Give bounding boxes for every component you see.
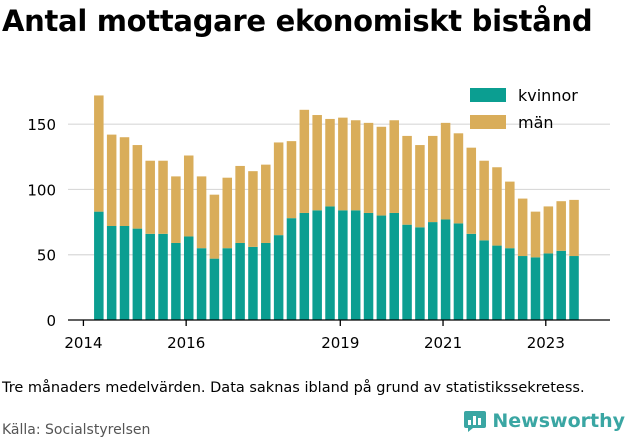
bar-kvinnor	[183, 236, 194, 320]
bar-kvinnor	[338, 210, 348, 320]
bar-man	[363, 122, 374, 213]
bar-man	[158, 160, 168, 234]
bar-kvinnor	[350, 210, 361, 320]
bar-man	[196, 176, 207, 249]
bar-kvinnor	[543, 253, 554, 320]
bar-kvinnor	[248, 246, 258, 320]
bar-man	[261, 164, 271, 243]
bar-man	[312, 115, 322, 211]
bar-man	[530, 211, 541, 258]
bar-man	[132, 145, 143, 229]
bar-kvinnor	[145, 233, 155, 320]
y-tick-label: 50	[37, 247, 56, 265]
bar-kvinnor	[402, 224, 412, 320]
y-tick-label: 150	[27, 116, 56, 134]
bar-kvinnor	[530, 257, 541, 320]
bar-man	[569, 199, 579, 257]
bar-man	[235, 165, 245, 243]
bar-man	[479, 160, 489, 241]
bar-kvinnor	[273, 235, 284, 320]
bar-man	[106, 134, 117, 226]
chart-footnote: Tre månaders medelvärden. Data saknas ib…	[2, 380, 585, 396]
bar-kvinnor	[209, 258, 220, 320]
bar-man	[517, 198, 528, 257]
bar-man	[171, 176, 181, 243]
chart-title: Antal mottagare ekonomiskt bistånd	[2, 4, 593, 38]
bar-man	[543, 206, 554, 254]
bar-kvinnor	[158, 233, 168, 320]
brand-logo-block[interactable]: Newsworthy	[463, 409, 625, 433]
bar-kvinnor	[363, 212, 374, 320]
bar-kvinnor	[556, 250, 566, 320]
bar-man	[505, 181, 515, 249]
bar-kvinnor	[569, 256, 579, 320]
x-tick-label: 2016	[167, 334, 205, 352]
bar-kvinnor	[389, 212, 399, 320]
legend-swatch	[470, 88, 506, 102]
y-tick-label: 100	[27, 181, 56, 199]
bar-man	[492, 167, 502, 246]
bar-man	[402, 135, 412, 225]
bar-man	[209, 194, 220, 259]
bar-kvinnor	[479, 240, 489, 320]
bar-kvinnor	[517, 256, 528, 320]
bar-man	[466, 147, 477, 234]
bar-kvinnor	[428, 222, 438, 320]
bar-kvinnor	[325, 206, 335, 320]
bar-kvinnor	[119, 226, 130, 320]
x-tick-label: 2021	[424, 334, 462, 352]
bar-kvinnor	[492, 245, 502, 320]
bar-kvinnor	[286, 218, 297, 320]
bar-man	[389, 120, 399, 213]
bar-man	[145, 160, 155, 234]
legend-label: män	[518, 113, 554, 132]
bar-kvinnor	[505, 248, 515, 320]
bar-man	[556, 201, 566, 251]
bar-kvinnor	[312, 210, 322, 320]
bar-kvinnor	[171, 242, 181, 320]
bar-man	[453, 133, 464, 224]
legend-label: kvinnor	[518, 86, 578, 105]
y-tick-label: 0	[46, 312, 56, 330]
bar-kvinnor	[106, 226, 117, 320]
bar-kvinnor	[299, 212, 310, 320]
bar-kvinnor	[132, 228, 143, 320]
bar-kvinnor	[235, 242, 245, 320]
bar-kvinnor	[415, 227, 425, 320]
bar-kvinnor	[94, 211, 104, 320]
bar-kvinnor	[440, 219, 451, 320]
bar-kvinnor	[222, 248, 233, 320]
source-credit: Källa: Socialstyrelsen	[2, 422, 151, 438]
bar-man	[440, 122, 451, 220]
x-tick-label: 2019	[321, 334, 359, 352]
x-tick-label: 2014	[64, 334, 102, 352]
bar-man	[428, 135, 438, 223]
bar-man	[350, 120, 361, 211]
bar-kvinnor	[376, 215, 387, 320]
bar-man	[94, 95, 104, 212]
bar-man	[183, 155, 194, 237]
bar-man	[273, 142, 284, 236]
bar-man	[325, 118, 335, 207]
bar-man	[415, 145, 425, 228]
bar-man	[338, 117, 348, 211]
brand-name: Newsworthy	[492, 410, 625, 432]
bar-man	[299, 109, 310, 213]
bar-man	[248, 171, 258, 247]
bar-man	[376, 126, 387, 216]
bar-kvinnor	[453, 223, 464, 320]
bar-kvinnor	[261, 242, 271, 320]
bar-man	[119, 137, 130, 226]
x-tick-label: 2023	[527, 334, 565, 352]
bar-kvinnor	[466, 233, 477, 320]
stacked-bar-chart: 0 50 100 150 2014 2016 2019 2021 2023 kvinnor män	[27, 86, 610, 352]
bar-man	[222, 177, 233, 249]
legend-swatch	[470, 115, 506, 129]
bar-man	[286, 141, 297, 219]
bar-kvinnor	[196, 248, 207, 320]
newsworthy-logo-icon	[464, 411, 487, 432]
